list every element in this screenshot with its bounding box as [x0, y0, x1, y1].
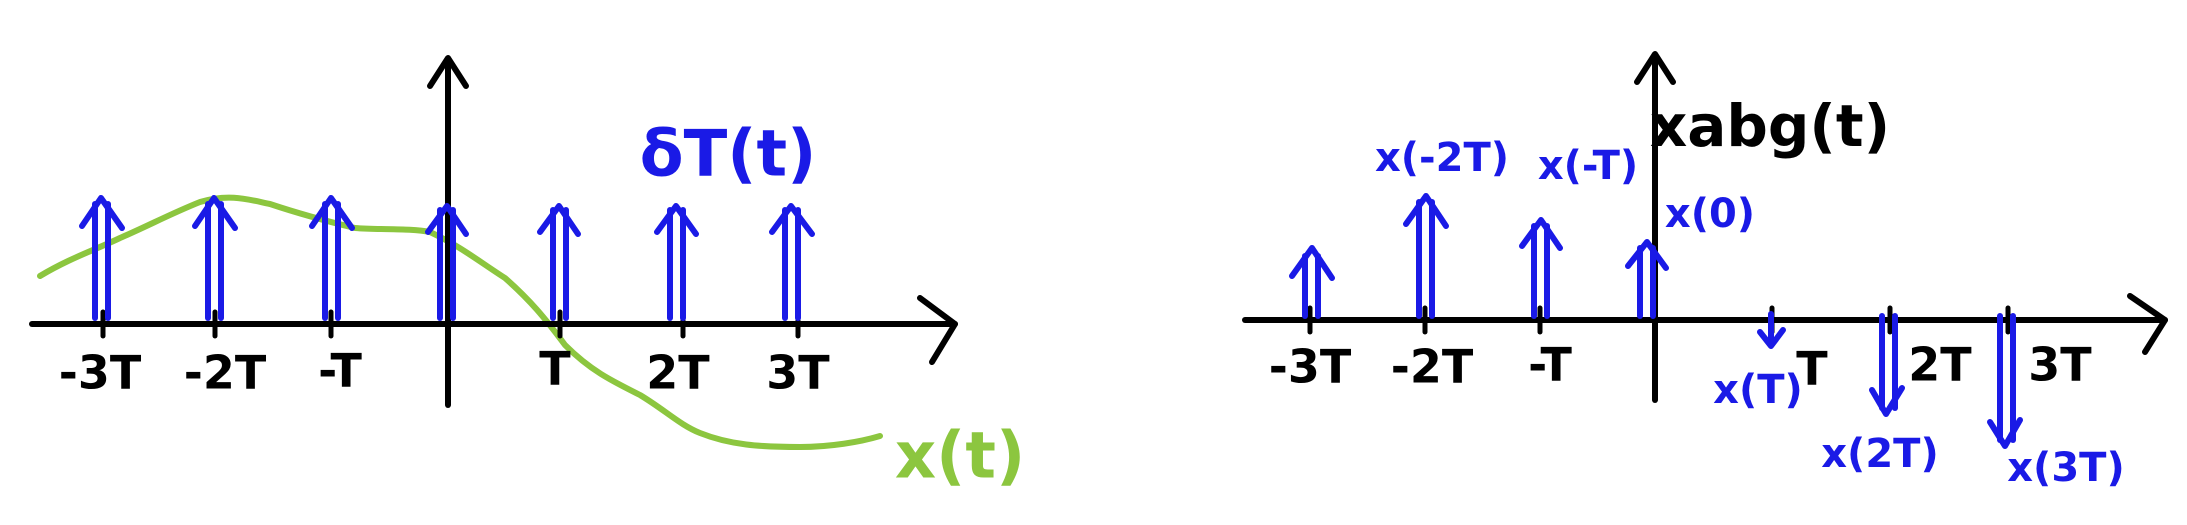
sample-label: x(3T): [2007, 445, 2124, 491]
sample-label: x(-T): [1538, 143, 1638, 189]
sample-arrow: [1289, 245, 1335, 319]
signal-curve-x-t: [37, 194, 883, 451]
sample-label: x(2T): [1821, 431, 1938, 477]
sample-arrow: [1987, 313, 2023, 449]
impulse-arrow: [192, 195, 238, 321]
right-panel: -3T -2T -T T 2T 3T xabg(t) x(-2T) x(-T) …: [1242, 51, 2168, 491]
impulse-arrow: [309, 195, 355, 321]
right-tick-label: T: [1796, 342, 1828, 396]
impulse-arrow: [654, 203, 699, 321]
impulse-arrow: [425, 203, 469, 321]
left-tick-label: 2T: [646, 346, 710, 400]
left-panel: -3T -2T -T T 2T 3T δT(t) x(t): [29, 55, 1025, 494]
right-tick-label: -3T: [1269, 340, 1352, 394]
sample-arrow: [1869, 313, 1905, 417]
output-signal-label: xabg(t): [1650, 92, 1890, 160]
sample-arrow: [1757, 311, 1786, 349]
right-amplitude-axis-arrowhead: [1634, 51, 1676, 85]
impulse-arrow: [769, 203, 815, 321]
sample-arrow: [1519, 217, 1563, 319]
sample-label: x(-2T): [1375, 135, 1509, 181]
right-tick-label: -T: [1528, 338, 1572, 392]
impulse-arrow: [79, 195, 125, 321]
signal-label: x(t): [895, 420, 1025, 494]
left-time-axis-arrowhead: [917, 295, 958, 365]
left-tick-label: T: [539, 342, 571, 396]
sample-label: x(0): [1665, 191, 1755, 237]
right-time-axis-arrowhead: [2127, 293, 2168, 355]
right-tick-label: 2T: [1908, 338, 1972, 392]
sampled-impulses: [1289, 193, 2023, 449]
left-amplitude-axis-arrowhead: [427, 55, 469, 89]
sample-arrow: [1403, 193, 1449, 319]
right-tick-label: 3T: [2028, 338, 2092, 392]
impulse-arrow: [537, 203, 581, 321]
left-tick-label: 3T: [766, 346, 830, 400]
left-tick-label: -2T: [184, 346, 267, 400]
impulse-train-label: δT(t): [640, 118, 817, 192]
sample-label: x(T): [1713, 367, 1803, 413]
left-tick-marks: [100, 309, 801, 339]
left-tick-label: -T: [318, 344, 362, 398]
left-tick-label: -3T: [59, 346, 142, 400]
sample-arrow: [1625, 239, 1669, 319]
right-tick-label: -2T: [1391, 340, 1474, 394]
impulse-train: [79, 195, 815, 321]
